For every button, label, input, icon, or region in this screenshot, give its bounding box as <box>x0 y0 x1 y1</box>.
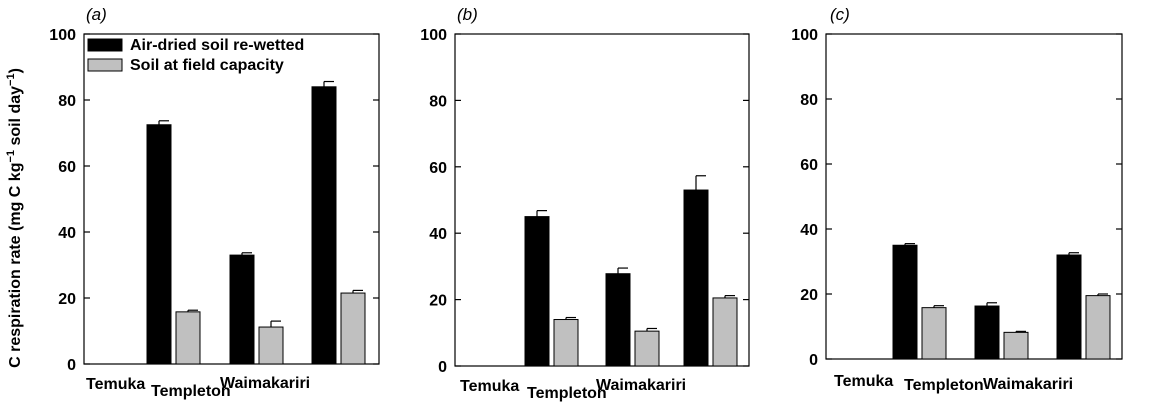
y-axis-label: C respiration rate (mg C kg−1 soil day−1… <box>5 68 24 368</box>
category-label: Waimakariri <box>983 376 1073 393</box>
category-label: Temuka <box>460 378 519 395</box>
panel-c: (c) 0 20 40 60 80 100 Temuka Templeton Waimakarir… <box>791 5 1123 394</box>
category-label: Templeton <box>151 383 231 400</box>
bar-field-capacity <box>340 292 366 365</box>
bar-air-dried <box>683 189 709 367</box>
category-label: Waimakariri <box>220 375 310 392</box>
y-tick-label: 40 <box>429 226 447 243</box>
y-tick-label: 0 <box>438 359 447 376</box>
bar-field-capacity <box>1085 295 1111 360</box>
plot-frame <box>454 33 750 367</box>
bar-air-dried <box>892 244 918 360</box>
legend: Air-dried soil re-wetted Soil at field ca… <box>87 37 304 74</box>
bar-air-dried <box>311 86 337 365</box>
y-tick-label: 0 <box>67 357 76 374</box>
bar-field-capacity <box>1003 331 1029 360</box>
bar-field-capacity <box>258 326 284 365</box>
bar-air-dried <box>605 273 631 367</box>
y-tick-label: 100 <box>420 27 447 44</box>
panel-label: (c) <box>830 5 850 24</box>
y-tick-label: 100 <box>49 27 76 44</box>
legend-entry: Soil at field capacity <box>130 57 284 74</box>
y-tick-label: 0 <box>809 352 818 369</box>
y-tick-label: 100 <box>791 27 818 44</box>
bar-field-capacity <box>712 297 738 367</box>
y-tick-label: 80 <box>58 93 76 110</box>
panel-label: (b) <box>457 5 478 24</box>
panel-b: (b) 0 20 40 60 80 100 Temuka TempletonWaimakarir… <box>420 5 750 402</box>
plot-frame <box>825 33 1123 360</box>
bar-field-capacity <box>175 311 201 365</box>
bar-air-dried <box>974 305 1000 360</box>
category-label: Templeton <box>527 385 607 402</box>
bar-field-capacity <box>921 307 947 360</box>
category-label: Temuka <box>834 373 893 390</box>
y-tick-label: 60 <box>800 157 818 174</box>
panel-a: (a) 0 20 40 60 80 100 Temuka TempletonWaimakarir… <box>49 5 380 400</box>
legend-swatch-field-capacity <box>87 58 123 72</box>
bar-air-dried <box>229 254 255 365</box>
legend-swatch-air-dried <box>87 38 123 52</box>
bar-air-dried <box>524 216 550 367</box>
y-tick-label: 20 <box>800 287 818 304</box>
bar-air-dried <box>146 124 172 365</box>
y-tick-label: 60 <box>58 159 76 176</box>
y-tick-label: 40 <box>800 222 818 239</box>
bar-field-capacity <box>553 319 579 367</box>
legend-entry: Air-dried soil re-wetted <box>130 37 304 54</box>
y-tick-label: 80 <box>800 92 818 109</box>
category-label: Waimakariri <box>596 377 686 394</box>
y-tick-label: 80 <box>429 93 447 110</box>
panel-label: (a) <box>86 5 107 24</box>
bar-air-dried <box>1056 254 1082 360</box>
y-tick-label: 60 <box>429 160 447 177</box>
y-tick-label: 40 <box>58 225 76 242</box>
y-tick-label: 20 <box>429 293 447 310</box>
y-tick-label: 20 <box>58 291 76 308</box>
category-label: Temuka <box>86 376 145 393</box>
category-label: Templeton <box>904 377 984 394</box>
bar-field-capacity <box>634 330 660 367</box>
